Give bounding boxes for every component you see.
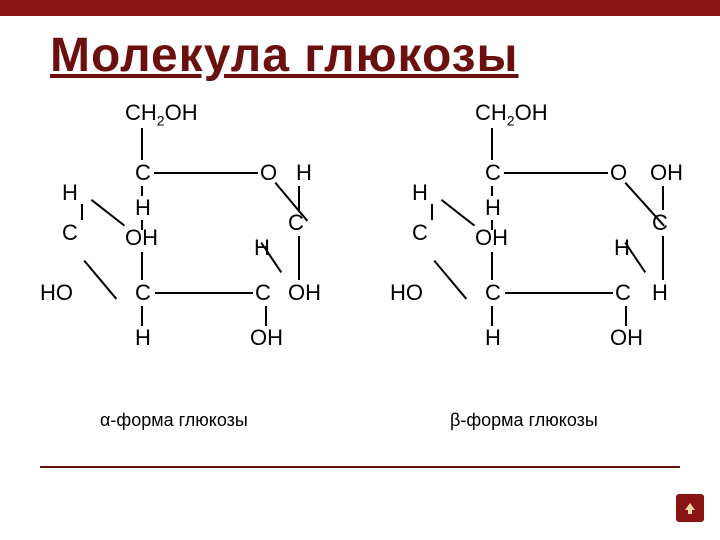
atom-label: OH	[650, 160, 683, 186]
bond	[265, 306, 267, 326]
atom-label: OH	[125, 225, 158, 251]
bond	[491, 128, 493, 160]
atom-label: H	[652, 280, 668, 306]
atom-label: OH	[288, 280, 321, 306]
bond	[431, 204, 433, 220]
atom-label: OH	[250, 325, 283, 351]
bond	[91, 199, 125, 226]
ch2oh-label: CH2OH	[475, 100, 548, 128]
atom-label: HO	[390, 280, 423, 306]
beta-glucose-diagram: CH2OHCOOHHHCCOHHHOCCHHOHβ-форма глюкозы	[390, 100, 700, 430]
atom-label: C	[485, 280, 501, 306]
bond	[505, 292, 613, 294]
atom-label: HO	[40, 280, 73, 306]
bond	[154, 172, 258, 174]
bond	[433, 260, 467, 300]
atom-label: H	[135, 195, 151, 221]
bond	[298, 236, 300, 280]
top-accent-bar	[0, 0, 720, 16]
bond	[491, 252, 493, 280]
atom-label: C	[288, 210, 304, 236]
bond	[625, 306, 627, 326]
next-slide-button[interactable]	[676, 494, 704, 522]
atom-label: C	[615, 280, 631, 306]
bond	[298, 186, 300, 210]
arrow-up-icon	[682, 500, 698, 516]
atom-label: C	[135, 160, 151, 186]
atom-label: C	[412, 220, 428, 246]
atom-label: H	[135, 325, 151, 351]
diagram-caption: α-форма глюкозы	[100, 410, 248, 431]
atom-label: C	[255, 280, 271, 306]
bond	[83, 260, 117, 300]
atom-label: OH	[475, 225, 508, 251]
bond	[504, 172, 608, 174]
page-title: Молекула глюкозы	[50, 28, 518, 83]
bond	[141, 252, 143, 280]
bond	[662, 186, 664, 210]
bond	[491, 306, 493, 326]
bond	[662, 236, 664, 280]
bond	[81, 204, 83, 220]
atom-label: H	[62, 180, 78, 206]
bond	[155, 292, 253, 294]
atom-label: H	[614, 235, 630, 261]
bottom-divider	[40, 466, 680, 468]
diagram-caption: β-форма глюкозы	[450, 410, 598, 431]
atom-label: H	[485, 195, 501, 221]
alpha-glucose-diagram: CH2OHCOHHHCCOHHHOCCOHHOHα-форма глюкозы	[40, 100, 340, 430]
atom-label: H	[412, 180, 428, 206]
bond	[441, 199, 475, 226]
atom-label: OH	[610, 325, 643, 351]
atom-label: C	[652, 210, 668, 236]
atom-label: O	[610, 160, 627, 186]
atom-label: H	[296, 160, 312, 186]
atom-label: C	[62, 220, 78, 246]
atom-label: C	[135, 280, 151, 306]
atom-label: H	[485, 325, 501, 351]
ch2oh-label: CH2OH	[125, 100, 198, 128]
atom-label: C	[485, 160, 501, 186]
atom-label: H	[254, 235, 270, 261]
bond	[141, 306, 143, 326]
bond	[141, 128, 143, 160]
atom-label: O	[260, 160, 277, 186]
